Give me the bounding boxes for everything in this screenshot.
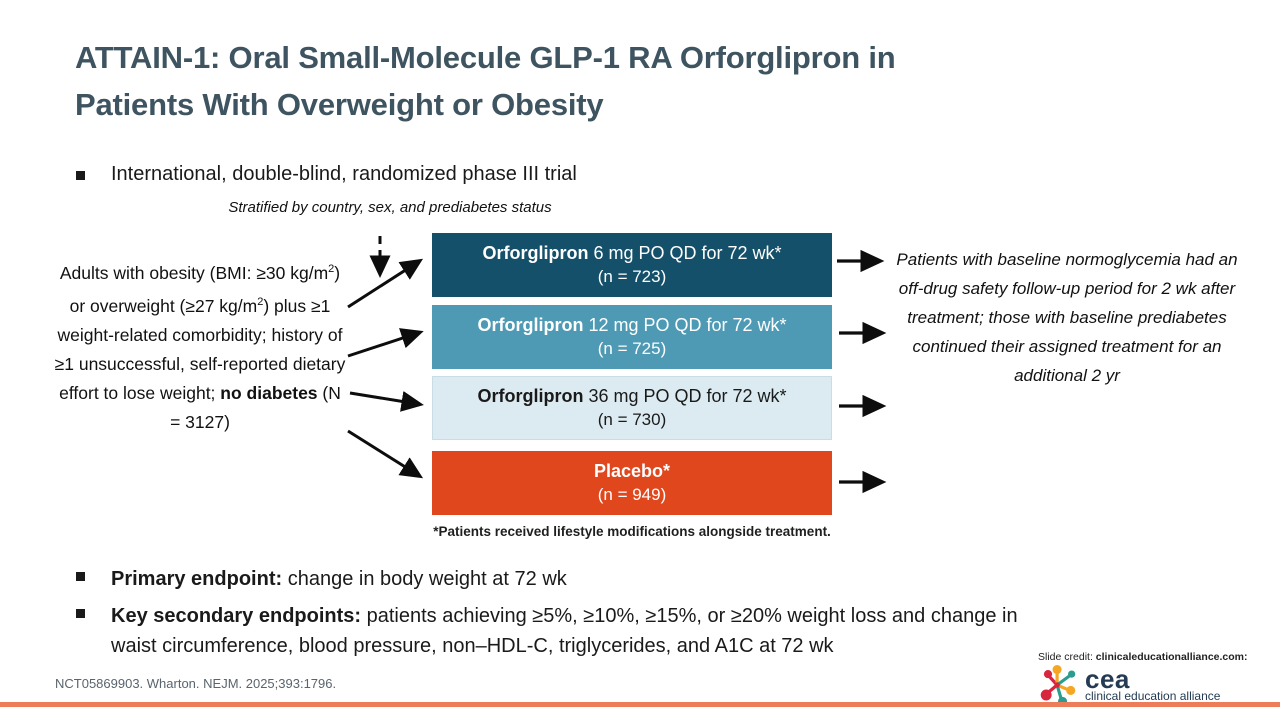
followup-note: Patients with baseline normoglycemia had… [896, 250, 1238, 385]
arm-n: (n = 725) [597, 339, 667, 358]
cea-logo-icon [1040, 665, 1076, 706]
secondary-endpoints-bullet: Key secondary endpoints: patients achiev… [76, 601, 1061, 661]
cea-logo: cea clinical education alliance [1038, 664, 1220, 706]
bullet-square-icon [76, 171, 85, 180]
intro-bullet-text: International, double-blind, randomized … [111, 163, 577, 185]
arm-box-orforglipron-12mg: Orforglipron 12 mg PO QD for 72 wk* (n =… [432, 305, 832, 369]
arm-regimen: Orforglipron 12 mg PO QD for 72 wk* [477, 313, 786, 337]
cea-logo-text: cea clinical education alliance [1085, 663, 1221, 703]
arm-dose-text: 6 mg PO QD for 72 wk* [588, 243, 782, 263]
arm-box-orforglipron-6mg: Orforglipron 6 mg PO QD for 72 wk* (n = … [432, 233, 832, 297]
slide-title-line1: ATTAIN-1: Oral Small-Molecule GLP-1 RA O… [75, 40, 896, 75]
primary-endpoint-bullet: Primary endpoint: change in body weight … [76, 564, 1176, 594]
slide-credit-prefix: Slide credit: [1038, 651, 1096, 663]
stratification-note: Stratified by country, sex, and prediabe… [228, 199, 552, 216]
slide-credit: Slide credit: clinicaleducationalliance.… [1038, 651, 1248, 663]
intro-bullet-row: International, double-blind, randomized … [76, 163, 1176, 186]
citation: NCT05869903. Wharton. NEJM. 2025;393:179… [55, 676, 337, 691]
arrow-to-arm2 [347, 328, 424, 358]
bullet-square-icon [76, 572, 85, 581]
arm-drug-name: Orforglipron [477, 386, 584, 406]
arrow-to-arm4 [347, 429, 424, 479]
lifestyle-footnote: *Patients received lifestyle modificatio… [433, 524, 831, 539]
footer-accent-line [0, 702, 1280, 707]
secondary-endpoints-value: patients achieving ≥5%, ≥10%, ≥15%, or ≥… [111, 605, 1018, 657]
slide-credit-source: clinicaleducationalliance.com: [1095, 651, 1248, 663]
population-no-diabetes: no diabetes [220, 382, 318, 403]
arm-box-orforglipron-36mg: Orforglipron 36 mg PO QD for 72 wk* (n =… [432, 376, 832, 440]
population-text: ) plus ≥1 weight-related comorbidity; hi… [54, 295, 346, 403]
secondary-endpoints-label: Key secondary endpoints: [111, 605, 362, 627]
bullet-square-icon [76, 609, 85, 618]
arm-dose-text: 36 mg PO QD for 72 wk* [583, 386, 787, 406]
population-text: Adults with obesity (BMI: ≥30 kg/m [59, 262, 329, 283]
cea-logo-name: clinical education alliance [1085, 688, 1221, 703]
population-text: ) or overweight (≥27 kg/m [69, 262, 341, 316]
primary-endpoint-value: change in body weight at 72 wk [282, 568, 567, 590]
arm-drug-name: Orforglipron [477, 315, 584, 335]
arrow-to-arm3 [349, 390, 424, 412]
arm-drug-name: Placebo* [593, 461, 671, 481]
arm-regimen: Orforglipron 36 mg PO QD for 72 wk* [477, 384, 786, 408]
primary-endpoint-text: Primary endpoint: change in body weight … [111, 564, 567, 594]
arm-regimen: Orforglipron 6 mg PO QD for 72 wk* [482, 241, 781, 265]
superscript: 2 [328, 263, 335, 275]
population-n-total: (N = 3127) [170, 382, 341, 432]
arm-regimen: Placebo* [594, 459, 670, 483]
primary-endpoint-label: Primary endpoint: [111, 568, 283, 590]
arm-drug-name: Orforglipron [482, 243, 589, 263]
arm-n: (n = 949) [597, 485, 667, 504]
slide-title: ATTAIN-1: Oral Small-Molecule GLP-1 RA O… [75, 34, 1215, 128]
superscript: 2 [257, 295, 264, 308]
arm-n: (n = 730) [597, 410, 667, 429]
cea-logo-acronym: cea [1085, 663, 1130, 694]
population-description: Adults with obesity (BMI: ≥30 kg/m2) or … [52, 255, 348, 437]
arrow-to-arm1 [347, 258, 424, 309]
slide-title-line2: Patients With Overweight or Obesity [75, 87, 604, 122]
secondary-endpoints-text: Key secondary endpoints: patients achiev… [111, 601, 1061, 661]
arm-box-placebo: Placebo* (n = 949) [432, 451, 832, 515]
arm-n: (n = 723) [597, 267, 667, 286]
arm-dose-text: 12 mg PO QD for 72 wk* [583, 315, 787, 335]
